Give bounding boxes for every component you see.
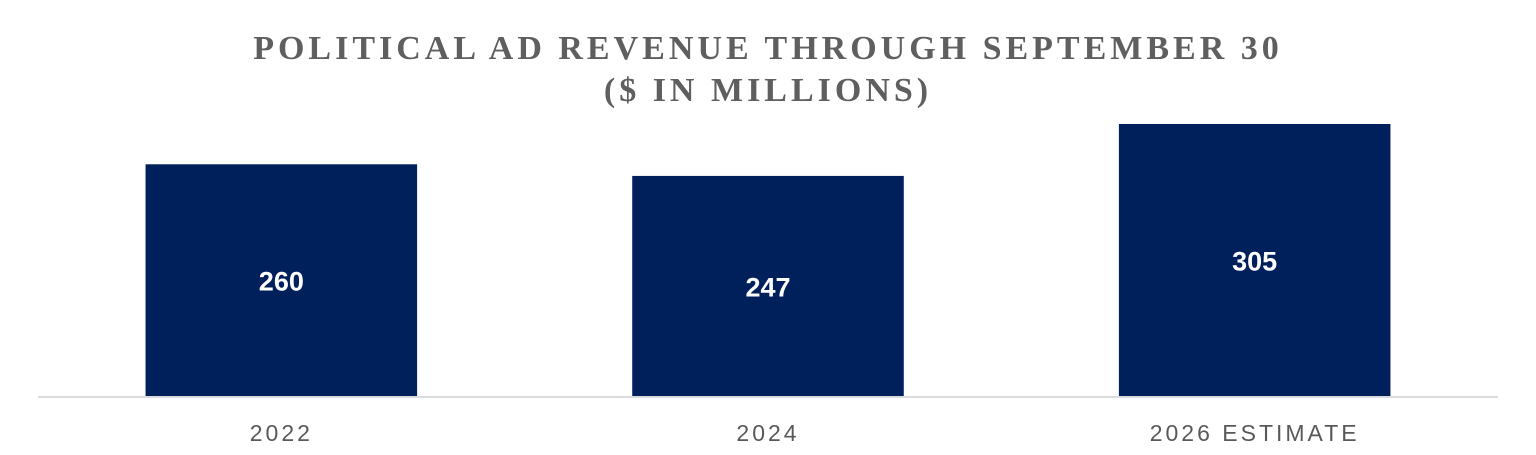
bar-value-label: 305: [1232, 247, 1277, 277]
bar-value-label: 247: [745, 272, 790, 302]
chart-subtitle: ($ IN MILLIONS): [603, 72, 933, 109]
bar-2026-estimate: [1118, 124, 1391, 397]
bar-2024: [632, 175, 904, 397]
bars-group: [145, 124, 1391, 397]
chart-title: POLITICAL AD REVENUE THROUGH SEPTEMBER 3…: [253, 30, 1283, 67]
x-tick-label: 2026 ESTIMATE: [1150, 420, 1360, 446]
bar-value-label: 260: [259, 267, 304, 297]
chart-title-block: POLITICAL AD REVENUE THROUGH SEPTEMBER 3…: [0, 28, 1536, 112]
labels-group: 260 2022 247 2024 305 2026 ESTIMATE: [250, 247, 1360, 447]
x-tick-label: 2022: [250, 420, 313, 446]
x-tick-label: 2024: [736, 420, 799, 446]
bar-2022: [145, 164, 418, 397]
